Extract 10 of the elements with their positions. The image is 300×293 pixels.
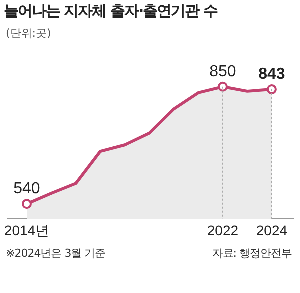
- chart-subtitle: (단위:곳): [6, 26, 52, 41]
- x-tick-label: 2014년: [4, 222, 50, 238]
- data-label: 540: [14, 180, 40, 198]
- annotation: ※2024년은 3월 기준: [6, 246, 106, 261]
- x-tick-label: 2024: [256, 222, 288, 238]
- chart-title: 늘어나는 지자체 출자·출연기관 수: [4, 2, 218, 21]
- data-label: 843: [258, 66, 286, 83]
- data-label: 850: [210, 63, 236, 80]
- annotation: 자료: 행정안전부: [212, 246, 292, 261]
- x-tick-label: 2022: [207, 222, 239, 238]
